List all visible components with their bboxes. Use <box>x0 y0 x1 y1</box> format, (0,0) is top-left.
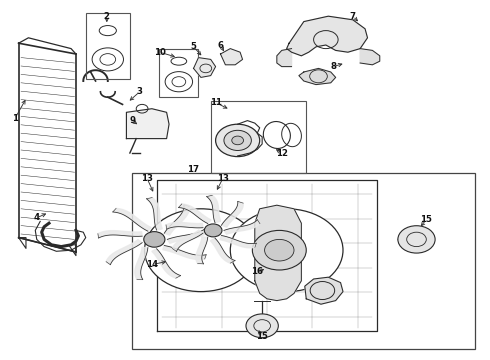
Text: 14: 14 <box>146 260 158 269</box>
Polygon shape <box>166 222 203 229</box>
Polygon shape <box>113 208 151 231</box>
Polygon shape <box>135 247 148 280</box>
Circle shape <box>232 136 244 145</box>
Text: 5: 5 <box>191 42 196 51</box>
Polygon shape <box>210 238 235 263</box>
Text: 3: 3 <box>137 87 143 96</box>
Circle shape <box>216 124 260 157</box>
Text: 17: 17 <box>188 165 199 174</box>
Polygon shape <box>172 230 203 251</box>
Polygon shape <box>194 58 216 77</box>
Polygon shape <box>207 195 220 222</box>
Polygon shape <box>152 249 181 278</box>
Text: 16: 16 <box>251 267 263 276</box>
Text: 13: 13 <box>141 174 153 183</box>
Polygon shape <box>305 277 343 304</box>
Text: 11: 11 <box>210 98 221 107</box>
Polygon shape <box>167 227 210 243</box>
Polygon shape <box>163 246 206 260</box>
Text: 4: 4 <box>34 213 40 222</box>
Circle shape <box>145 209 257 292</box>
Circle shape <box>230 209 343 292</box>
Circle shape <box>252 230 306 270</box>
Polygon shape <box>196 237 208 264</box>
Polygon shape <box>220 49 243 65</box>
Text: 2: 2 <box>104 12 110 21</box>
Circle shape <box>224 130 251 150</box>
Text: 7: 7 <box>350 12 356 21</box>
Polygon shape <box>360 49 380 65</box>
Polygon shape <box>224 220 260 234</box>
Polygon shape <box>98 231 142 238</box>
Polygon shape <box>255 205 301 301</box>
Circle shape <box>204 224 222 237</box>
Circle shape <box>398 226 435 253</box>
Text: 13: 13 <box>217 174 229 183</box>
Text: 6: 6 <box>218 40 223 49</box>
Polygon shape <box>178 204 211 224</box>
Text: 1: 1 <box>12 114 18 123</box>
Polygon shape <box>220 235 256 248</box>
Circle shape <box>144 231 165 247</box>
Text: 12: 12 <box>276 149 288 158</box>
Circle shape <box>265 239 294 261</box>
Polygon shape <box>126 109 169 139</box>
Text: 15: 15 <box>420 215 432 224</box>
Polygon shape <box>106 240 142 265</box>
Text: 10: 10 <box>154 48 166 57</box>
Text: 8: 8 <box>330 62 336 71</box>
Text: 15: 15 <box>256 332 268 341</box>
Polygon shape <box>164 204 189 235</box>
Polygon shape <box>147 198 162 230</box>
Polygon shape <box>221 201 243 227</box>
Polygon shape <box>277 49 292 67</box>
Polygon shape <box>299 68 336 85</box>
Polygon shape <box>287 16 368 56</box>
Circle shape <box>246 314 278 338</box>
Text: 9: 9 <box>129 116 135 125</box>
